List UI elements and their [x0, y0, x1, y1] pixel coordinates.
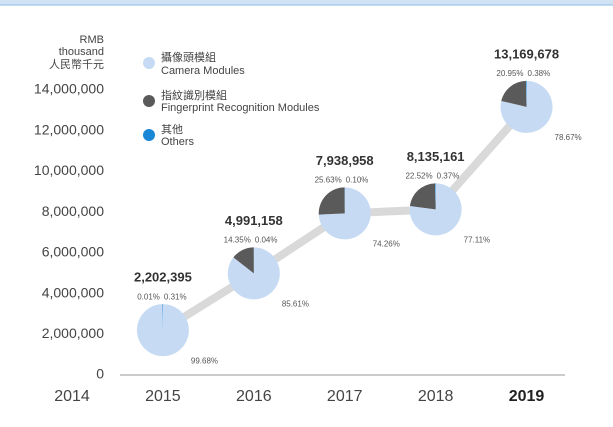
x-tick-label: 2014	[54, 388, 90, 405]
legend-label: Others	[161, 136, 195, 148]
y-tick-label: 0	[96, 366, 104, 382]
legend-swatch	[143, 57, 155, 69]
y-axis-label: thousand	[59, 46, 104, 58]
legend-label: 攝像頭模組	[161, 50, 216, 64]
pie-slice	[409, 183, 436, 210]
total-label: 8,135,161	[407, 149, 465, 164]
pie-slice	[162, 304, 163, 331]
legend-label: 指紋識別模組	[161, 88, 227, 102]
pie-label: 0.31%	[164, 292, 187, 301]
pie-slice	[409, 183, 462, 236]
pie-label: 0.01%	[137, 292, 160, 301]
pie-slice	[162, 304, 163, 331]
y-tick-label: 12,000,000	[34, 121, 104, 137]
y-tick-label: 10,000,000	[34, 162, 104, 178]
pie-label: 0.10%	[346, 175, 369, 184]
pie-label: 20.95%	[496, 69, 523, 78]
x-tick-label: 2017	[327, 388, 363, 405]
pie-slice	[435, 183, 436, 210]
y-tick-label: 4,000,000	[42, 284, 104, 300]
pie-label: 0.37%	[437, 172, 460, 181]
pie-label: 14.35%	[224, 236, 251, 245]
total-label: 2,202,395	[134, 270, 192, 285]
top-border	[0, 0, 613, 5]
y-tick-label: 6,000,000	[42, 244, 104, 260]
pie-slice	[501, 80, 527, 107]
x-tick-label: 2015	[145, 388, 181, 405]
pie-label: 22.52%	[405, 172, 432, 181]
y-axis-label: RMB	[80, 34, 104, 46]
pie-slice	[318, 187, 371, 240]
pie-label: 25.63%	[315, 175, 342, 184]
total-label: 4,991,158	[225, 213, 283, 228]
x-tick-label: 2019	[509, 388, 545, 405]
legend-label: 其他	[161, 123, 183, 136]
pie-slice	[233, 247, 254, 274]
pie-label: 77.11%	[464, 236, 491, 245]
y-tick-label: 14,000,000	[34, 81, 104, 97]
pie-slice	[318, 187, 345, 215]
pie-label: 78.67%	[555, 133, 582, 142]
pie-label: 74.26%	[373, 239, 400, 248]
pie-label: 0.38%	[528, 69, 551, 78]
pie-slice	[500, 80, 553, 133]
legend-label: Camera Modules	[161, 65, 245, 77]
y-tick-label: 8,000,000	[42, 203, 104, 219]
total-label: 7,938,958	[316, 153, 374, 168]
y-axis-label: 人民幣千元	[49, 58, 104, 71]
legend-swatch	[143, 129, 155, 141]
pie-slice	[525, 80, 527, 107]
pie-label: 85.61%	[282, 300, 309, 309]
total-label: 13,169,678	[494, 46, 559, 61]
pie-label: 0.04%	[255, 236, 278, 245]
x-tick-label: 2018	[418, 388, 454, 405]
pie-label: 99.68%	[191, 356, 218, 365]
y-tick-label: 2,000,000	[42, 325, 104, 341]
legend-label: Fingerprint Recognition Modules	[161, 102, 320, 114]
pie-slice	[136, 304, 189, 357]
x-tick-label: 2016	[236, 388, 272, 405]
legend-swatch	[143, 95, 155, 107]
